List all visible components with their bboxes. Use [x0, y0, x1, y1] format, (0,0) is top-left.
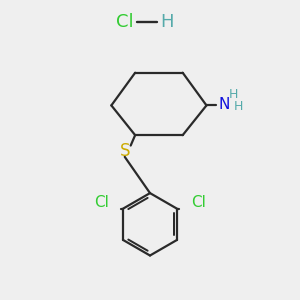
- Text: H: H: [229, 88, 239, 100]
- Text: H: H: [234, 100, 244, 113]
- Text: Cl: Cl: [94, 195, 109, 210]
- Text: N: N: [218, 97, 230, 112]
- Text: H: H: [160, 13, 174, 31]
- Text: Cl: Cl: [116, 13, 134, 31]
- Text: Cl: Cl: [191, 195, 206, 210]
- Text: S: S: [119, 142, 130, 160]
